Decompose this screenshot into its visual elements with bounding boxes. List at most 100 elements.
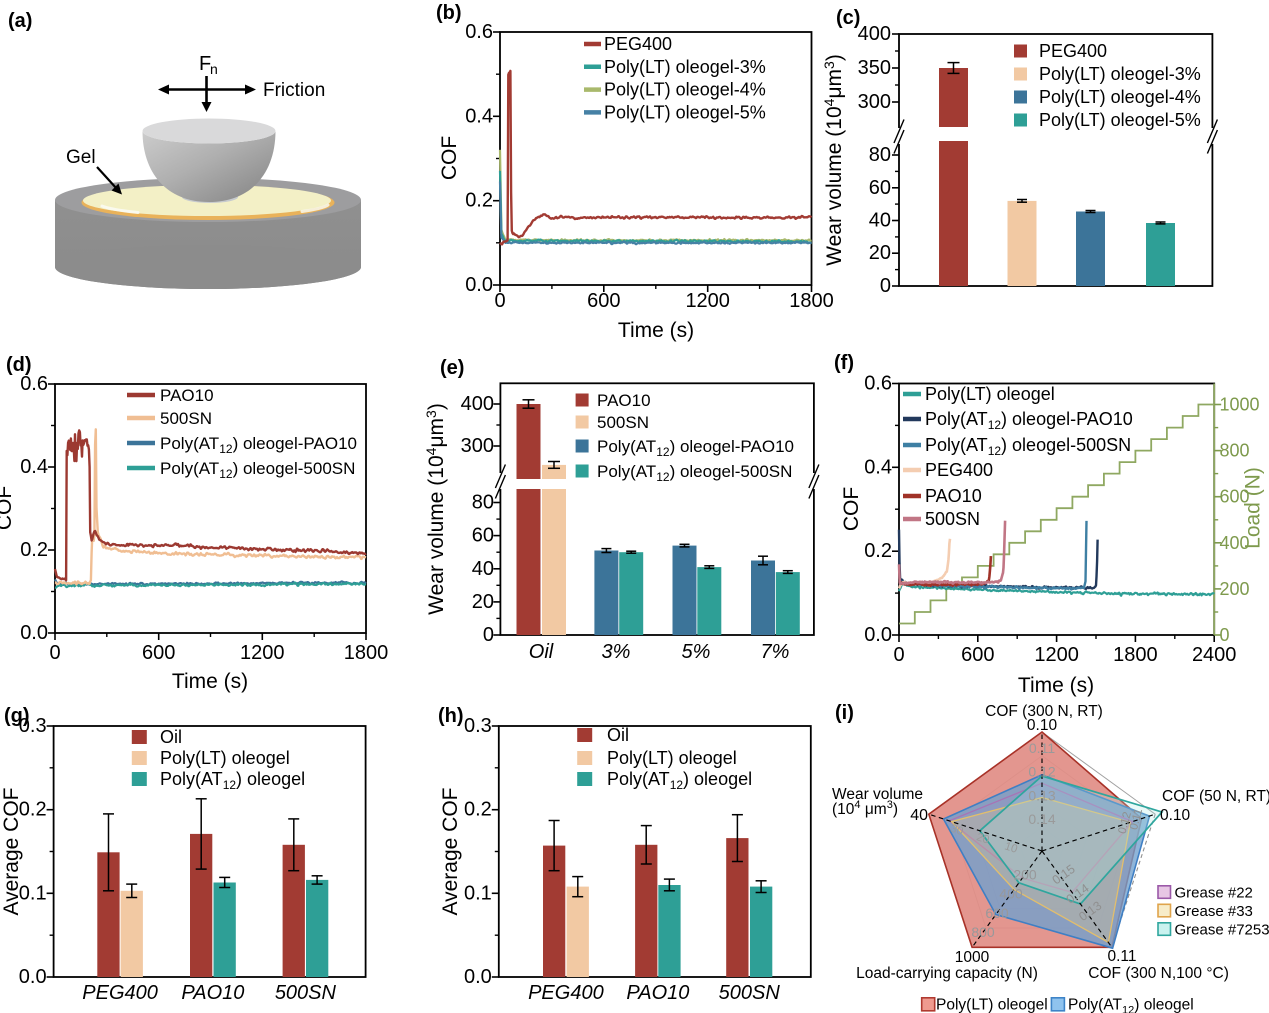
svg-text:PAO10: PAO10	[925, 486, 982, 506]
svg-text:0.6: 0.6	[465, 21, 493, 43]
svg-text:40: 40	[869, 210, 891, 232]
svg-text:7%: 7%	[761, 641, 790, 663]
svg-text:Wear volume: Wear volume	[832, 786, 923, 803]
svg-text:600: 600	[587, 290, 620, 312]
svg-text:3%: 3%	[602, 641, 631, 663]
svg-text:80: 80	[472, 492, 494, 514]
svg-text:0.4: 0.4	[864, 456, 892, 478]
svg-text:Wear volume (104μm3): Wear volume (104μm3)	[423, 403, 448, 615]
svg-text:PEG400: PEG400	[925, 460, 993, 480]
svg-text:500SN: 500SN	[925, 509, 980, 529]
svg-text:400: 400	[461, 393, 494, 415]
svg-text:COF (300 N,100 °C): COF (300 N,100 °C)	[1088, 965, 1229, 982]
svg-text:Poly(AT12) oleogel-PAO10: Poly(AT12) oleogel-PAO10	[925, 409, 1133, 432]
svg-text:Poly(LT) oleogel-5%: Poly(LT) oleogel-5%	[604, 102, 766, 122]
svg-text:(g): (g)	[4, 705, 30, 727]
svg-text:0.4: 0.4	[20, 456, 48, 478]
svg-text:350: 350	[858, 57, 891, 79]
svg-text:0.12: 0.12	[1117, 811, 1134, 836]
svg-text:Poly(AT12) oleogel: Poly(AT12) oleogel	[160, 769, 305, 792]
svg-text:COF: COF	[438, 136, 461, 180]
svg-text:(i): (i)	[835, 702, 854, 724]
svg-text:1200: 1200	[240, 642, 285, 664]
svg-text:0.13: 0.13	[1028, 787, 1055, 803]
svg-text:1200: 1200	[1034, 644, 1079, 666]
svg-text:0: 0	[1220, 625, 1230, 645]
svg-text:0: 0	[880, 275, 891, 297]
svg-text:800: 800	[1220, 441, 1250, 461]
svg-text:0: 0	[893, 644, 904, 666]
svg-text:0.2: 0.2	[864, 540, 892, 562]
svg-text:Poly(LT) oleogel-4%: Poly(LT) oleogel-4%	[604, 80, 766, 100]
svg-text:20: 20	[472, 591, 494, 613]
svg-text:0: 0	[483, 624, 494, 646]
svg-text:0.2: 0.2	[19, 799, 47, 821]
svg-text:0.14: 0.14	[1028, 811, 1055, 827]
svg-text:200: 200	[1220, 579, 1250, 599]
svg-text:Oil: Oil	[607, 725, 629, 745]
svg-text:F: F	[199, 53, 211, 75]
svg-text:PAO10: PAO10	[181, 982, 244, 1004]
svg-text:(e): (e)	[440, 357, 464, 379]
svg-text:0.10: 0.10	[1160, 807, 1191, 824]
svg-text:5%: 5%	[682, 641, 711, 663]
svg-text:Poly(LT) oleogel-3%: Poly(LT) oleogel-3%	[1039, 64, 1201, 84]
svg-text:COF (300 N, RT): COF (300 N, RT)	[985, 703, 1103, 720]
svg-text:Grease #7253: Grease #7253	[1175, 922, 1269, 939]
svg-text:(f): (f)	[834, 352, 854, 374]
svg-text:Average COF: Average COF	[439, 788, 462, 916]
svg-text:10: 10	[1003, 840, 1019, 855]
svg-text:Poly(LT) oleogel-3%: Poly(LT) oleogel-3%	[604, 57, 766, 77]
svg-text:Poly(AT12) oleogel-500SN: Poly(AT12) oleogel-500SN	[597, 462, 792, 484]
svg-text:0.1: 0.1	[464, 882, 492, 904]
svg-text:1800: 1800	[344, 642, 389, 664]
svg-text:1800: 1800	[789, 290, 834, 312]
svg-text:40: 40	[910, 807, 928, 824]
svg-text:Poly(LT) oleogel: Poly(LT) oleogel	[607, 748, 737, 768]
svg-text:Poly(AT12) oleogel: Poly(AT12) oleogel	[1068, 996, 1194, 1013]
svg-text:n: n	[210, 61, 218, 77]
svg-text:Poly(LT) oleogel-5%: Poly(LT) oleogel-5%	[1039, 110, 1201, 130]
svg-text:(d): (d)	[6, 354, 32, 376]
svg-text:20: 20	[975, 831, 991, 846]
svg-text:0.2: 0.2	[20, 539, 48, 561]
svg-text:0.2: 0.2	[464, 799, 492, 821]
svg-text:(c): (c)	[836, 7, 860, 29]
svg-text:Oil: Oil	[160, 727, 182, 747]
svg-text:800: 800	[971, 924, 995, 940]
svg-text:0.0: 0.0	[20, 622, 48, 644]
svg-text:2400: 2400	[1192, 644, 1237, 666]
svg-text:0.0: 0.0	[464, 966, 492, 988]
svg-text:80: 80	[869, 144, 891, 166]
svg-text:Poly(LT) oleogel: Poly(LT) oleogel	[925, 384, 1055, 404]
svg-text:0.12: 0.12	[1028, 764, 1055, 780]
svg-text:60: 60	[472, 525, 494, 547]
svg-text:Wear volume (104μm3): Wear volume (104μm3)	[821, 54, 846, 266]
svg-text:Average COF: Average COF	[0, 788, 23, 916]
svg-text:400: 400	[858, 23, 891, 45]
svg-text:300: 300	[858, 91, 891, 113]
svg-text:PEG400: PEG400	[1039, 41, 1107, 61]
svg-text:1800: 1800	[1113, 644, 1158, 666]
svg-text:600: 600	[1220, 487, 1250, 507]
svg-text:Poly(AT12) oleogel-500SN: Poly(AT12) oleogel-500SN	[925, 435, 1131, 458]
svg-text:60: 60	[869, 177, 891, 199]
svg-text:1000: 1000	[1220, 395, 1260, 415]
svg-text:COF: COF	[0, 486, 16, 530]
svg-text:0.10: 0.10	[1027, 717, 1058, 734]
svg-text:0.0: 0.0	[19, 966, 47, 988]
svg-text:PEG400: PEG400	[604, 34, 672, 54]
svg-text:Poly(LT) oleogel: Poly(LT) oleogel	[160, 748, 290, 768]
svg-text:Poly(LT) oleogel: Poly(LT) oleogel	[936, 996, 1048, 1013]
svg-text:COF: COF	[840, 487, 863, 531]
svg-text:Time (s): Time (s)	[618, 319, 694, 342]
svg-text:1200: 1200	[685, 290, 730, 312]
svg-text:PEG400: PEG400	[82, 982, 158, 1004]
svg-text:0: 0	[49, 642, 60, 664]
svg-text:(a): (a)	[8, 10, 32, 32]
svg-text:Time (s): Time (s)	[172, 670, 248, 693]
svg-text:Grease #33: Grease #33	[1175, 903, 1253, 920]
svg-text:500SN: 500SN	[719, 982, 781, 1004]
svg-text:(h): (h)	[438, 705, 464, 727]
svg-text:600: 600	[961, 644, 994, 666]
